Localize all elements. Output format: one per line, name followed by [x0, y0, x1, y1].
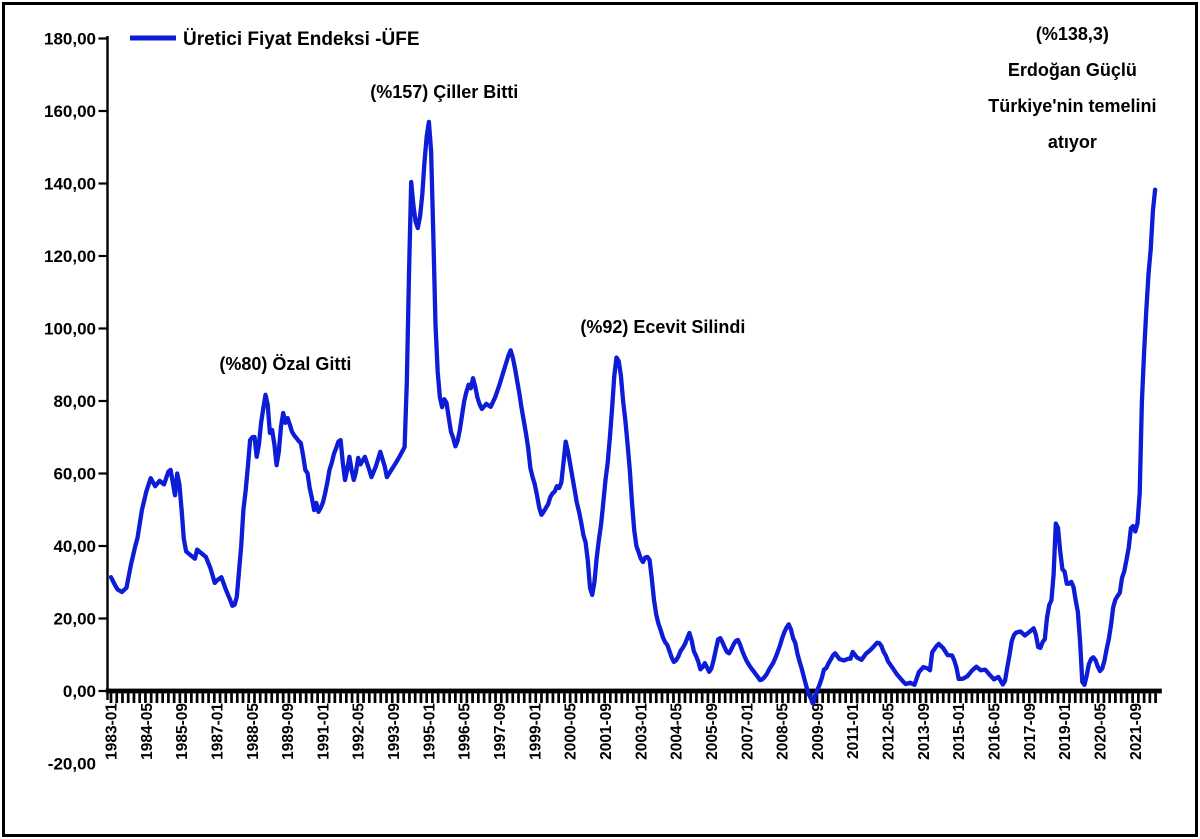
annotation-2: (%92) Ecevit Silindi	[580, 317, 745, 337]
x-axis-line	[105, 688, 1162, 694]
x-tick-label: 2011-01	[845, 703, 862, 759]
y-tick-label: 140,00	[44, 175, 96, 194]
annotation-line: (%157) Çiller Bitti	[370, 82, 518, 102]
x-tick-label: 1988-05	[245, 703, 262, 760]
x-tick-label: 1992-05	[351, 703, 368, 760]
y-tick-label: 100,00	[44, 320, 96, 339]
y-tick-label: 80,00	[53, 392, 96, 411]
annotations-group: (%80) Özal Gitti (%157) Çiller Bitti (%92)…	[219, 24, 1156, 374]
annotation-line: Türkiye'nin temelini	[988, 96, 1156, 116]
x-tick-label: 1993-09	[386, 703, 403, 760]
x-tick-label: 2013-09	[916, 703, 933, 760]
annotation-line: (%92) Ecevit Silindi	[580, 317, 745, 337]
x-tick-label: 2008-05	[775, 703, 792, 760]
annotation-3: (%138,3) Erdoğan Güçlü Türkiye'nin temelin…	[988, 24, 1156, 152]
x-tick-label: 2007-01	[739, 703, 756, 760]
y-tick-label: -20,00	[48, 755, 96, 774]
x-tick-label: 2000-05	[563, 703, 580, 760]
legend-label: Üretici Fiyat Endeksi -ÜFE	[183, 29, 420, 50]
x-tick-label: 2001-09	[598, 703, 615, 760]
legend: Üretici Fiyat Endeksi -ÜFE	[130, 29, 420, 50]
y-tick-label: 40,00	[53, 537, 96, 556]
y-tick-label: 160,00	[44, 102, 96, 121]
series-group	[108, 119, 1158, 706]
y-tick-label: 180,00	[44, 30, 96, 49]
annotation-line: atıyor	[1048, 132, 1097, 152]
series-line-ufe	[108, 119, 1158, 706]
x-tick-label: 2003-01	[633, 703, 650, 760]
x-tick-label: 2016-05	[987, 703, 1004, 760]
x-axis-minor-ticks	[109, 693, 1157, 703]
x-tick-label: 1989-09	[280, 703, 297, 760]
x-tick-label: 1984-05	[139, 703, 156, 760]
x-tick-label: 2020-05	[1093, 703, 1110, 760]
x-tick-label: 2021-09	[1128, 703, 1145, 760]
x-axis: 1983-01 1984-05 1985-09 1987-01 1988-05 1989-…	[104, 688, 1162, 760]
annotation-line: (%138,3)	[1036, 24, 1109, 44]
x-tick-label: 2015-01	[951, 703, 968, 760]
x-tick-label: 2012-05	[881, 703, 898, 760]
x-tick-label: 1983-01	[104, 703, 121, 760]
x-tick-label: 2009-09	[810, 703, 827, 760]
y-axis: 180,00 160,00 140,00 120,00 100,00 80,00 60,00…	[44, 30, 109, 774]
x-tick-label: 1987-01	[210, 703, 227, 760]
y-tick-label: 20,00	[53, 610, 96, 629]
y-tick-label: 120,00	[44, 247, 96, 266]
x-tick-label: 1985-09	[174, 703, 191, 760]
x-tick-label: 2005-09	[704, 703, 721, 760]
annotation-line: Erdoğan Güçlü	[1008, 60, 1137, 80]
x-tick-label: 2019-01	[1057, 703, 1074, 760]
annotation-line: (%80) Özal Gitti	[219, 354, 351, 374]
x-tick-label: 1999-01	[527, 703, 544, 760]
x-tick-label: 2004-05	[669, 703, 686, 760]
y-tick-label: 0,00	[63, 682, 96, 701]
x-tick-label: 1995-01	[421, 703, 438, 760]
x-tick-label: 1996-05	[457, 703, 474, 760]
x-tick-label: 2017-09	[1022, 703, 1039, 760]
y-tick-label: 60,00	[53, 465, 96, 484]
annotation-1: (%157) Çiller Bitti	[370, 82, 518, 102]
x-tick-label: 1997-09	[492, 703, 509, 760]
x-tick-label: 1991-01	[315, 703, 332, 760]
annotation-0: (%80) Özal Gitti	[219, 354, 351, 374]
